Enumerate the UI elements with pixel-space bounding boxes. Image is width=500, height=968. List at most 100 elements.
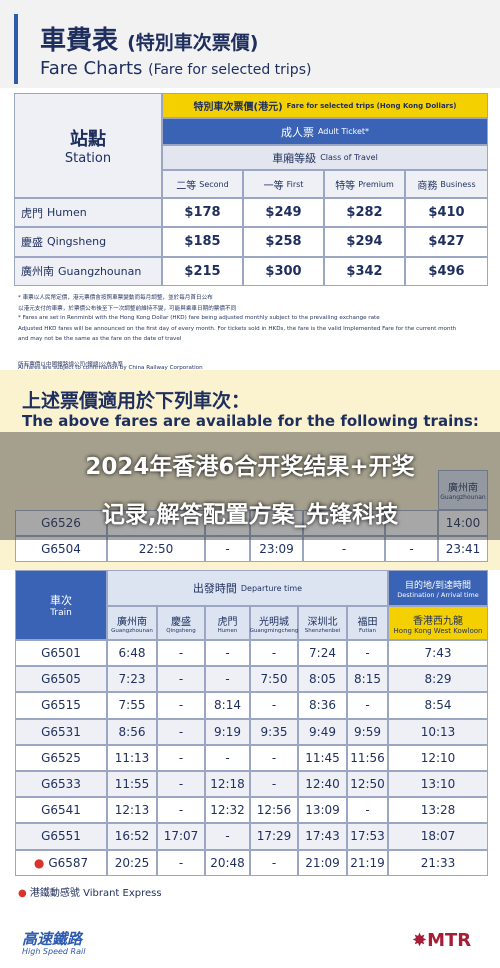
time-value: 7:24 — [309, 646, 336, 661]
time-value: 17:07 — [163, 829, 199, 844]
class-en: Class of Travel — [320, 153, 378, 162]
time-cell: 16:52 — [107, 823, 157, 850]
time-value: 8:15 — [354, 672, 381, 687]
station-col-header: 光明城 Guangmingcheng — [250, 606, 298, 640]
station-name-zh: 虎門 — [21, 206, 43, 220]
time-value: - — [225, 750, 230, 765]
train-id: G6533 — [41, 777, 81, 792]
fare-value: $342 — [346, 263, 383, 279]
time-value: 12:18 — [210, 777, 245, 792]
time-cell: - — [157, 666, 205, 693]
time-value: 12:56 — [256, 803, 292, 818]
time-value: 8:14 — [214, 698, 241, 713]
train-header: 車次 Train — [15, 570, 107, 640]
col-en: Guangzhounan — [111, 627, 153, 634]
time-cell: - — [250, 640, 298, 667]
section-title-en: The above fares are available for the fo… — [22, 412, 479, 430]
time-cell: - — [157, 718, 205, 745]
partial-train: G6526 — [15, 510, 107, 536]
time-value: - — [365, 698, 370, 713]
footer-logo-zh: 高速鐵路 — [22, 930, 83, 948]
time-value: 12:10 — [420, 750, 456, 765]
dest-en: Destination / Arrival time — [397, 590, 479, 599]
partial-train-id: G6504 — [41, 542, 81, 556]
col-en: Futian — [359, 627, 376, 634]
partial-time: - — [409, 542, 414, 556]
class-name-en: Premium — [358, 179, 394, 189]
time-value: 11:56 — [350, 750, 385, 765]
train-id: G6515 — [41, 698, 81, 713]
time-cell: - — [205, 666, 250, 693]
fare-header: 特別車次票價(港元) Fare for selected trips (Hong … — [162, 93, 488, 118]
overlay-line: 2024年香港6合开奖结果+开奖 — [85, 454, 415, 480]
note-text: All fares are subject to confirmation by… — [18, 365, 203, 371]
time-value: 7:43 — [424, 646, 452, 661]
time-value: - — [178, 646, 184, 661]
station-name-en: Humen — [47, 206, 87, 220]
fare-cell: $300 — [243, 256, 324, 286]
train-cell: G6525 — [15, 744, 107, 771]
time-value: 12:50 — [350, 777, 385, 792]
train-cell: G6515 — [15, 692, 107, 719]
time-cell: 7:55 — [107, 692, 157, 719]
station-name-zh: 慶盛 — [21, 235, 43, 249]
fare-cell: $294 — [324, 227, 405, 257]
time-cell: 8:56 — [107, 718, 157, 745]
fare-cell: $249 — [243, 198, 324, 228]
fare-cell: $258 — [243, 227, 324, 257]
time-cell: - — [157, 797, 205, 824]
time-value: - — [365, 646, 370, 661]
fare-cell: $178 — [162, 198, 243, 228]
time-cell: 17:29 — [250, 823, 298, 850]
class-zh: 車廂等級 — [272, 151, 317, 165]
time-cell: 12:13 — [107, 797, 157, 824]
station-col-header: 慶盛 Qingsheng — [157, 606, 205, 640]
time-value: 18:07 — [420, 829, 456, 844]
partial-time: 14:00 — [445, 516, 481, 530]
time-cell: 9:19 — [205, 718, 250, 745]
time-cell: 9:49 — [298, 718, 347, 745]
legend-text: 港鐵動感號 Vibrant Express — [29, 888, 162, 899]
time-cell: 6:48 — [107, 640, 157, 667]
col-en: Humen — [217, 627, 238, 634]
partial-cell: 23:09 — [250, 536, 303, 562]
time-value: 8:29 — [424, 672, 452, 687]
note-text: * 車票以人民幣定價，港元票價會按照車票變動而每月調整，並於每月首日公布 — [18, 295, 213, 301]
time-cell: 21:33 — [388, 849, 488, 876]
train-cell: ● G6587 — [15, 849, 107, 876]
time-value: - — [225, 646, 230, 661]
title-en-main: Fare Charts — [40, 58, 143, 79]
fare-cell: $282 — [324, 198, 405, 228]
legend: ● 港鐵動感號 Vibrant Express — [18, 888, 162, 899]
fare-value: $185 — [184, 234, 221, 250]
time-cell: 12:32 — [205, 797, 250, 824]
partial-cell: - — [303, 536, 385, 562]
fare-value: $410 — [428, 205, 465, 221]
fare-value: $496 — [428, 263, 465, 279]
title-zh-main: 車費表 — [40, 26, 119, 56]
time-value: 17:43 — [305, 829, 340, 844]
col-en: Guangmingcheng — [249, 627, 299, 634]
col-en: Qingsheng — [166, 627, 196, 634]
partial-train: G6504 — [15, 536, 107, 562]
time-cell: 11:45 — [298, 744, 347, 771]
time-cell: - — [157, 692, 205, 719]
note: 以港元支付的車票，於票價公布後至下一次調整前維持不變，可能與乘車日期的票價不同 — [18, 303, 488, 313]
class-cell: 特等 Premium — [324, 170, 405, 198]
time-cell: 20:25 — [107, 849, 157, 876]
dest-zh: 目的地/到達時間 — [404, 580, 472, 591]
fare-en: Fare for selected trips (Hong Kong Dolla… — [286, 101, 457, 110]
station-header: 站點 Station — [14, 93, 162, 198]
fare-cell: $427 — [405, 227, 488, 257]
time-cell: 8:29 — [388, 666, 488, 693]
note: 所有票價以中國鐵路總公司(鐵總)公布為準 — [18, 359, 488, 369]
time-cell: 7:50 — [250, 666, 298, 693]
time-cell: - — [157, 640, 205, 667]
time-value: 10:13 — [420, 724, 456, 739]
ticket-zh: 成人票 — [280, 125, 314, 139]
time-value: 11:45 — [305, 750, 340, 765]
time-cell: - — [205, 640, 250, 667]
station-cell: 虎門 Humen — [14, 198, 162, 228]
time-cell: - — [157, 849, 205, 876]
time-cell: 8:54 — [388, 692, 488, 719]
